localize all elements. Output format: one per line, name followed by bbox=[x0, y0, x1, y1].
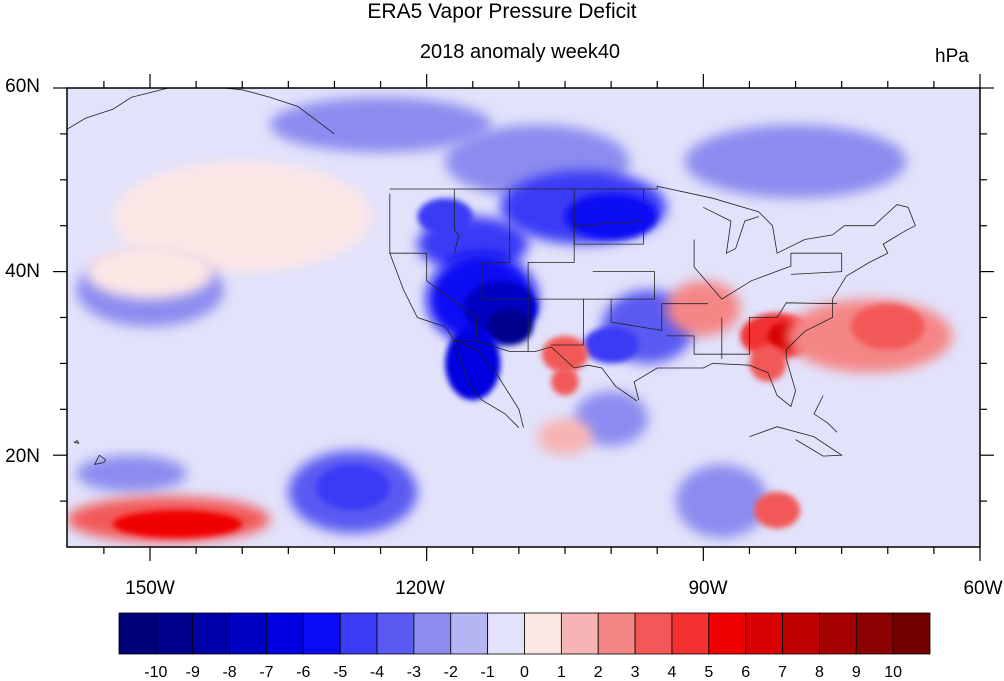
anomaly-blob bbox=[749, 345, 787, 382]
anomaly-blob bbox=[850, 303, 925, 350]
anomaly-blob bbox=[583, 326, 639, 364]
colorbar-swatch bbox=[413, 612, 452, 655]
colorbar-swatch bbox=[376, 612, 415, 655]
x-tick-label: 90W bbox=[688, 578, 728, 599]
boundary-line bbox=[813, 395, 838, 433]
anomaly-blob bbox=[113, 161, 372, 272]
colorbar-tick-label: 3 bbox=[631, 664, 640, 681]
colorbar-swatch bbox=[597, 612, 636, 655]
colorbar-swatch bbox=[266, 612, 304, 655]
colorbar-tick-label: -10 bbox=[144, 664, 167, 681]
colorbar-swatch bbox=[892, 612, 931, 655]
x-tick-label: 120W bbox=[395, 578, 445, 599]
colorbar-tick-label: 0 bbox=[520, 664, 529, 681]
colorbar-swatch bbox=[855, 612, 894, 655]
units-label: hPa bbox=[935, 46, 969, 67]
boundary-line bbox=[389, 252, 477, 339]
anomaly-blob bbox=[445, 326, 501, 401]
anomaly-blob bbox=[541, 335, 589, 373]
boundary-line bbox=[73, 439, 80, 444]
anomaly-blob bbox=[269, 97, 492, 153]
anomaly-blob bbox=[574, 390, 648, 447]
anomaly-blob bbox=[675, 464, 768, 538]
colorbar-tick-label: 9 bbox=[852, 664, 861, 681]
colorbar-swatch bbox=[560, 612, 599, 655]
chart-title: ERA5 Vapor Pressure Deficit bbox=[367, 0, 637, 23]
boundary-line bbox=[389, 185, 916, 254]
colorbar-tick-label: 5 bbox=[704, 664, 713, 681]
colorbar-tick-label: -4 bbox=[370, 664, 384, 681]
boundary-line bbox=[583, 271, 655, 300]
colorbar-swatch bbox=[524, 612, 562, 655]
colorbar-swatch bbox=[634, 612, 673, 655]
anomaly-blob bbox=[754, 491, 801, 529]
colorbar-swatch bbox=[487, 612, 525, 655]
anomaly-blob bbox=[76, 455, 187, 492]
boundary-line bbox=[481, 189, 529, 352]
colorbar-swatch bbox=[339, 612, 378, 655]
colorbar-swatch bbox=[302, 612, 341, 655]
boundary-line bbox=[389, 193, 524, 428]
anomaly-blob bbox=[551, 367, 579, 396]
colorbar-swatch bbox=[745, 612, 783, 655]
anomaly-blob bbox=[537, 418, 593, 456]
colorbar-tick-label: -1 bbox=[481, 664, 495, 681]
colorbar-swatch bbox=[782, 612, 820, 655]
boundary-line bbox=[454, 340, 638, 402]
anomaly-blob bbox=[684, 124, 907, 199]
colorbar-tick-label: -7 bbox=[259, 664, 273, 681]
anomaly-blob bbox=[565, 193, 658, 240]
colorbar-tick-label: 1 bbox=[557, 664, 566, 681]
colorbar-tick-label: 2 bbox=[594, 664, 603, 681]
colorbar-tick-label: 8 bbox=[815, 664, 824, 681]
x-tick-label: 60W bbox=[963, 578, 1003, 599]
colorbar-tick-label: 10 bbox=[884, 664, 902, 681]
boundary-line bbox=[573, 189, 644, 245]
colorbar-swatch bbox=[819, 612, 857, 655]
anomaly-blob bbox=[486, 308, 533, 346]
chart-subtitle: 2018 anomaly week40 bbox=[419, 41, 621, 63]
anomaly-blob bbox=[316, 464, 390, 511]
y-tick-label: 40N bbox=[5, 261, 40, 282]
colorbar-swatch bbox=[229, 612, 267, 655]
boundary-line bbox=[749, 426, 843, 457]
colorbar-tick-label: -3 bbox=[407, 664, 421, 681]
x-tick-label: 150W bbox=[125, 578, 175, 599]
anomaly-blob bbox=[113, 510, 243, 538]
y-tick-label: 20N bbox=[5, 446, 40, 467]
colorbar-tick-label: -9 bbox=[186, 664, 200, 681]
colorbar-swatch bbox=[155, 612, 194, 655]
anomaly-blob bbox=[666, 280, 741, 336]
boundary-line bbox=[453, 189, 460, 254]
anomaly-blob bbox=[417, 198, 473, 235]
boundary-line bbox=[610, 299, 708, 331]
colorbar-tick-label: -2 bbox=[444, 664, 458, 681]
boundary-line bbox=[703, 206, 759, 254]
boundary-line bbox=[93, 454, 107, 465]
colorbar-tick-label: -5 bbox=[333, 664, 347, 681]
colorbar-swatch bbox=[708, 612, 747, 655]
colorbar-swatch bbox=[450, 612, 489, 655]
colorbar-swatch bbox=[118, 612, 157, 655]
boundary-line bbox=[67, 88, 335, 135]
boundary-line bbox=[693, 239, 843, 300]
anomaly-blob bbox=[85, 244, 215, 300]
boundary-line bbox=[527, 189, 584, 346]
colorbar-tick-label: 7 bbox=[778, 664, 787, 681]
boundary-line bbox=[453, 340, 520, 428]
colorbar-swatch bbox=[192, 612, 230, 655]
colorbar-tick-label: 6 bbox=[741, 664, 750, 681]
boundary-line bbox=[666, 302, 838, 355]
y-tick-label: 60N bbox=[5, 76, 40, 97]
colorbar-tick-label: -8 bbox=[222, 664, 236, 681]
colorbar-tick-label: 4 bbox=[668, 664, 677, 681]
boundary-line bbox=[633, 225, 916, 408]
colorbar-tick-label: -6 bbox=[296, 664, 310, 681]
colorbar-swatch bbox=[671, 612, 710, 655]
